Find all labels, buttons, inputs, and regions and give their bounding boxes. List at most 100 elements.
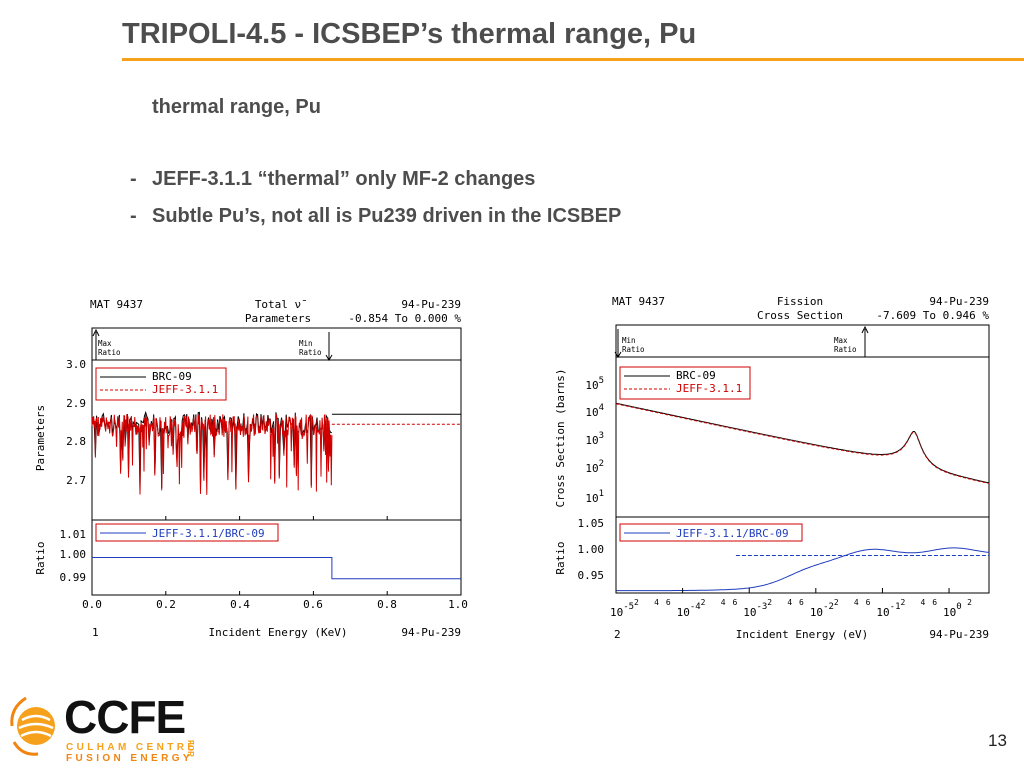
ratio-axis-label: Ratio: [554, 541, 567, 574]
marker-label: Min: [299, 339, 313, 348]
top-panel-plot-area: [615, 402, 990, 484]
marker-box: [91, 327, 462, 361]
marker-label: Min: [622, 336, 636, 345]
x-minor-tick-label: 4: [654, 598, 659, 607]
bullet-marker: -: [130, 168, 137, 190]
x-axis-label: Incident Energy (eV): [736, 628, 868, 641]
plot-footer-number: 2: [614, 628, 621, 641]
marker-label: Max: [98, 339, 112, 348]
plot-mat: MAT 9437: [90, 298, 143, 311]
x-minor-tick-label: 2: [767, 598, 772, 607]
legend-label-jeff: JEFF-3.1.1: [676, 382, 742, 395]
x-tick-label: 10-4: [677, 602, 701, 619]
ccfe-logo: CCFE CULHAM CENTRE FUSION ENERGY FOR: [8, 690, 208, 764]
ratio-legend-label: JEFF-3.1.1/BRC-09: [676, 527, 789, 540]
series-line-jeff: [615, 403, 990, 484]
x-minor-tick-label: 6: [866, 598, 871, 607]
ratio-legend-label: JEFF-3.1.1/BRC-09: [152, 527, 265, 540]
logo-wordmark: CCFE: [64, 691, 186, 743]
x-minor-tick-label: 2: [701, 598, 706, 607]
x-axis-label: Incident Energy (KeV): [208, 626, 347, 639]
legend-box: [619, 366, 751, 400]
x-tick-label: 0.4: [230, 598, 250, 611]
ratio-legend-box: [619, 523, 803, 542]
x-minor-tick-label: 2: [900, 598, 905, 607]
ratio-tick-label: 1.00: [60, 548, 87, 561]
y-tick-label: 102: [585, 459, 604, 475]
plot-quantity-2: Parameters: [245, 312, 311, 325]
ratio-tick-label: 0.95: [578, 569, 605, 582]
bullet-item: - JEFF-3.1.1 “thermal” only MF-2 changes: [130, 168, 535, 191]
page-number: 13: [988, 731, 1007, 750]
marker-label: Ratio: [834, 345, 857, 354]
marker-label: Max: [834, 336, 848, 345]
bullet-text: Subtle Pu’s, not all is Pu239 driven in …: [152, 205, 622, 227]
x-minor-tick-label: 4: [787, 598, 792, 607]
x-tick-label: 10-2: [810, 602, 834, 619]
x-minor-tick-label: 2: [834, 598, 839, 607]
plot-quantity: Fission: [777, 295, 823, 308]
legend-box: [95, 367, 227, 401]
x-tick-label: 100: [943, 602, 962, 619]
plot-footer-isotope: 94-Pu-239: [929, 628, 989, 641]
x-tick-label: 0.6: [303, 598, 323, 611]
x-minor-tick-label: 4: [854, 598, 859, 607]
y-tick-label: 2.8: [66, 435, 86, 448]
plot-quantity: Total ν̄: [255, 298, 306, 311]
top-panel-plot-area: [91, 410, 462, 520]
y-axis-label: Parameters: [34, 405, 47, 471]
plot-isotope: 94-Pu-239: [401, 298, 461, 311]
ratio-tick-label: 1.00: [578, 543, 605, 556]
x-tick-label: 10-3: [743, 602, 767, 619]
slide-title: TRIPOLI-4.5 - ICSBEP’s thermal range, Pu: [122, 18, 697, 50]
plot-isotope: 94-Pu-239: [929, 295, 989, 308]
x-minor-tick-label: 6: [666, 598, 671, 607]
marker-label: Ratio: [622, 345, 645, 354]
marker-label: Ratio: [299, 348, 322, 357]
plot-range: -7.609 To 0.946 %: [876, 309, 989, 322]
nubar-plot: MAT 9437 Total ν̄ Parameters 94-Pu-239 -…: [34, 298, 468, 639]
plot-mat: MAT 9437: [612, 295, 665, 308]
series-line-jeff: [91, 413, 333, 495]
x-minor-tick-label: 6: [732, 598, 737, 607]
y-tick-label: 2.9: [66, 397, 86, 410]
ratio-panel-plot-area: [91, 557, 462, 595]
x-tick-label: 10-5: [610, 602, 634, 619]
ratio-axis-label: Ratio: [34, 541, 47, 574]
marker-label: Ratio: [98, 348, 121, 357]
logo-line-1: CULHAM CENTRE: [66, 742, 198, 753]
sun-logo-icon: [10, 696, 55, 756]
ratio-line: [92, 557, 461, 580]
plot-range: -0.854 To 0.000 %: [348, 312, 461, 325]
x-minor-tick-label: 4: [921, 598, 926, 607]
y-tick-label: 3.0: [66, 358, 86, 371]
legend-label-brc: BRC-09: [152, 370, 192, 383]
x-minor-tick-label: 6: [932, 598, 937, 607]
ratio-legend-box: [95, 523, 279, 542]
ratio-tick-label: 0.99: [60, 571, 87, 584]
bullet-text: JEFF-3.1.1 “thermal” only MF-2 changes: [152, 168, 536, 190]
x-tick-label: 0.2: [156, 598, 176, 611]
slide-subtitle: thermal range, Pu: [152, 96, 321, 118]
x-minor-tick-label: 2: [634, 598, 639, 607]
x-minor-tick-label: 2: [967, 598, 972, 607]
ratio-tick-label: 1.05: [578, 517, 605, 530]
y-tick-label: 103: [585, 431, 604, 447]
y-tick-label: 104: [585, 403, 604, 419]
ratio-line: [616, 547, 990, 592]
logo-side-text: FOR: [186, 740, 195, 757]
plot-quantity-2: Cross Section: [757, 309, 843, 322]
bullet-item: - Subtle Pu’s, not all is Pu239 driven in…: [130, 205, 621, 228]
ratio-panel-plot-area: [615, 547, 990, 593]
y-tick-label: 105: [585, 376, 604, 392]
y-tick-label: 101: [585, 489, 604, 505]
x-minor-tick-label: 6: [799, 598, 804, 607]
marker-box: [615, 324, 990, 358]
plot-footer-isotope: 94-Pu-239: [401, 626, 461, 639]
bullet-marker: -: [130, 205, 137, 227]
plot-footer-number: 1: [92, 626, 99, 639]
logo-line-2: FUSION ENERGY: [66, 753, 193, 764]
legend-label-brc: BRC-09: [676, 369, 716, 382]
x-tick-label: 1.0: [448, 598, 468, 611]
